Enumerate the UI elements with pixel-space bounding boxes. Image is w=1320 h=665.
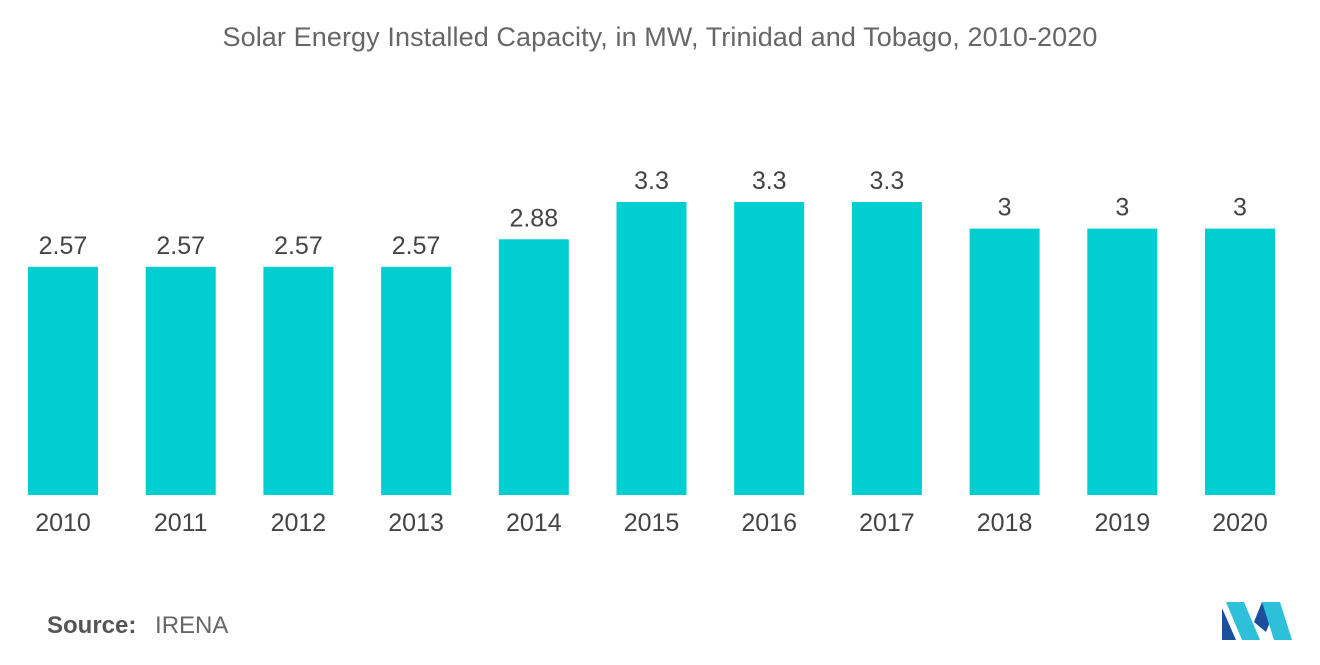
- x-tick-label-2015: 2015: [624, 509, 680, 537]
- value-label-2012: 2.57: [274, 232, 323, 260]
- x-tick-label-2017: 2017: [859, 509, 915, 537]
- x-tick-label-2016: 2016: [741, 509, 797, 537]
- value-labels-layer: 2.57 2.57 2.57 2.57 2.88 3.3 3.3 3.3 3 3 3: [39, 167, 1247, 260]
- value-label-2013: 2.57: [392, 232, 441, 260]
- bar-2011: [145, 266, 216, 495]
- value-label-2018: 3: [998, 194, 1012, 222]
- bar-2012: [263, 266, 334, 495]
- value-label-2015: 3.3: [634, 167, 669, 195]
- value-label-2020: 3: [1233, 194, 1247, 222]
- value-label-2010: 2.57: [39, 232, 88, 260]
- x-tick-label-2011: 2011: [154, 509, 208, 537]
- bar-2015: [616, 202, 687, 495]
- x-tick-label-2018: 2018: [977, 509, 1033, 537]
- x-tick-label-2012: 2012: [271, 509, 327, 537]
- mordor-intelligence-logo-icon: [1222, 602, 1292, 640]
- bar-2020: [1205, 228, 1275, 495]
- bar-2013: [381, 266, 452, 495]
- bars-layer: [28, 202, 1275, 495]
- x-tick-label-2010: 2010: [35, 509, 91, 537]
- value-label-2019: 3: [1115, 194, 1129, 222]
- source-label: Source:: [47, 612, 137, 639]
- x-tick-labels-layer: 2010 2011 2012 2013 2014 2015 2016 2017 2018 2019…: [35, 509, 1268, 537]
- x-tick-label-2019: 2019: [1094, 509, 1150, 537]
- bar-2014: [498, 239, 569, 495]
- value-label-2017: 3.3: [870, 167, 905, 195]
- value-label-2016: 3.3: [752, 167, 787, 195]
- bar-2016: [734, 202, 805, 495]
- source-value: IRENA: [155, 612, 229, 639]
- value-label-2014: 2.88: [509, 204, 558, 232]
- value-label-2011: 2.57: [156, 232, 205, 260]
- bar-2010: [28, 266, 98, 495]
- x-tick-label-2014: 2014: [506, 509, 562, 537]
- bar-2019: [1087, 228, 1158, 495]
- chart-title: Solar Energy Installed Capacity, in MW, …: [222, 22, 1098, 52]
- x-tick-label-2013: 2013: [388, 509, 444, 537]
- bar-2018: [969, 228, 1040, 495]
- bar-2017: [851, 202, 922, 495]
- source-note: Source: IRENA: [47, 612, 228, 640]
- x-tick-label-2020: 2020: [1212, 509, 1268, 537]
